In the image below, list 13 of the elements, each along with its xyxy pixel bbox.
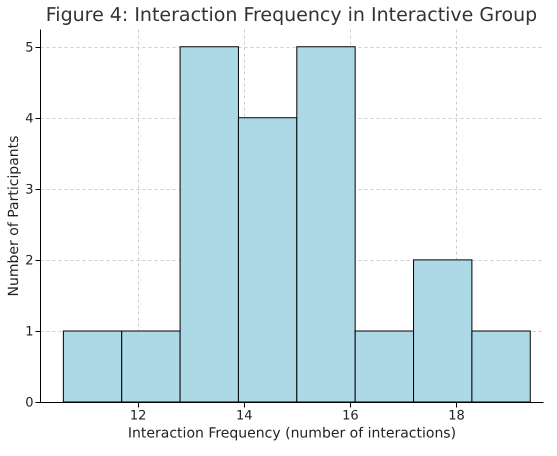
y-tick-label: 0 <box>25 396 34 410</box>
x-tick-label: 12 <box>130 408 146 424</box>
y-tick-label: 3 <box>25 182 34 198</box>
y-tick-label: 2 <box>25 253 34 268</box>
x-axis-title: Interaction Frequency (number of interactions) <box>128 426 456 442</box>
x-tick-label: 16 <box>342 408 359 424</box>
y-tick-label: 4 <box>25 111 34 126</box>
y-tick-label: 5 <box>25 40 34 56</box>
y-tick-label: 1 <box>25 324 34 340</box>
x-tick-label: 18 <box>448 408 465 424</box>
y-axis-title: Number of Participants <box>6 136 22 296</box>
chart-title: Figure 4: Interaction Frequency in Interactive Group <box>46 4 538 26</box>
x-tick-label: 14 <box>236 408 253 424</box>
